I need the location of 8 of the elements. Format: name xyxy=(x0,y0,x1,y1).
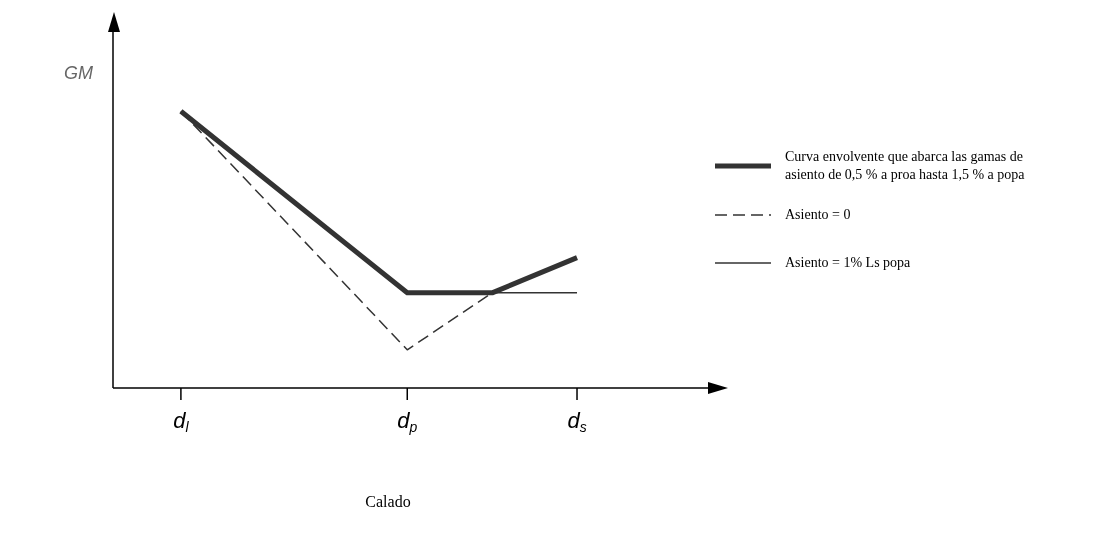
legend-label: Asiento = 0 xyxy=(785,206,852,224)
x-tick-label: d$_{s}$ xyxy=(567,408,587,436)
x-axis-title: Calado xyxy=(364,493,412,511)
legend-label: Curva envolvente que abarca las gamas de asiento de 0,5 % a proa hasta 1,5 % a popa xyxy=(785,148,1025,184)
y-axis-title: GM xyxy=(64,63,93,84)
legend-label: Asiento = 1% Ls popa xyxy=(785,254,912,272)
x-tick-label: d$_{l}$ xyxy=(173,408,190,436)
x-tick-label: d$_{p}$ xyxy=(397,408,418,436)
